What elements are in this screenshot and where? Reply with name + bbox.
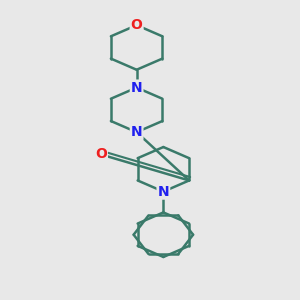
Text: O: O xyxy=(131,18,142,32)
Text: N: N xyxy=(131,81,142,94)
Text: N: N xyxy=(131,125,142,139)
Text: O: O xyxy=(95,148,107,161)
Text: N: N xyxy=(158,184,169,199)
